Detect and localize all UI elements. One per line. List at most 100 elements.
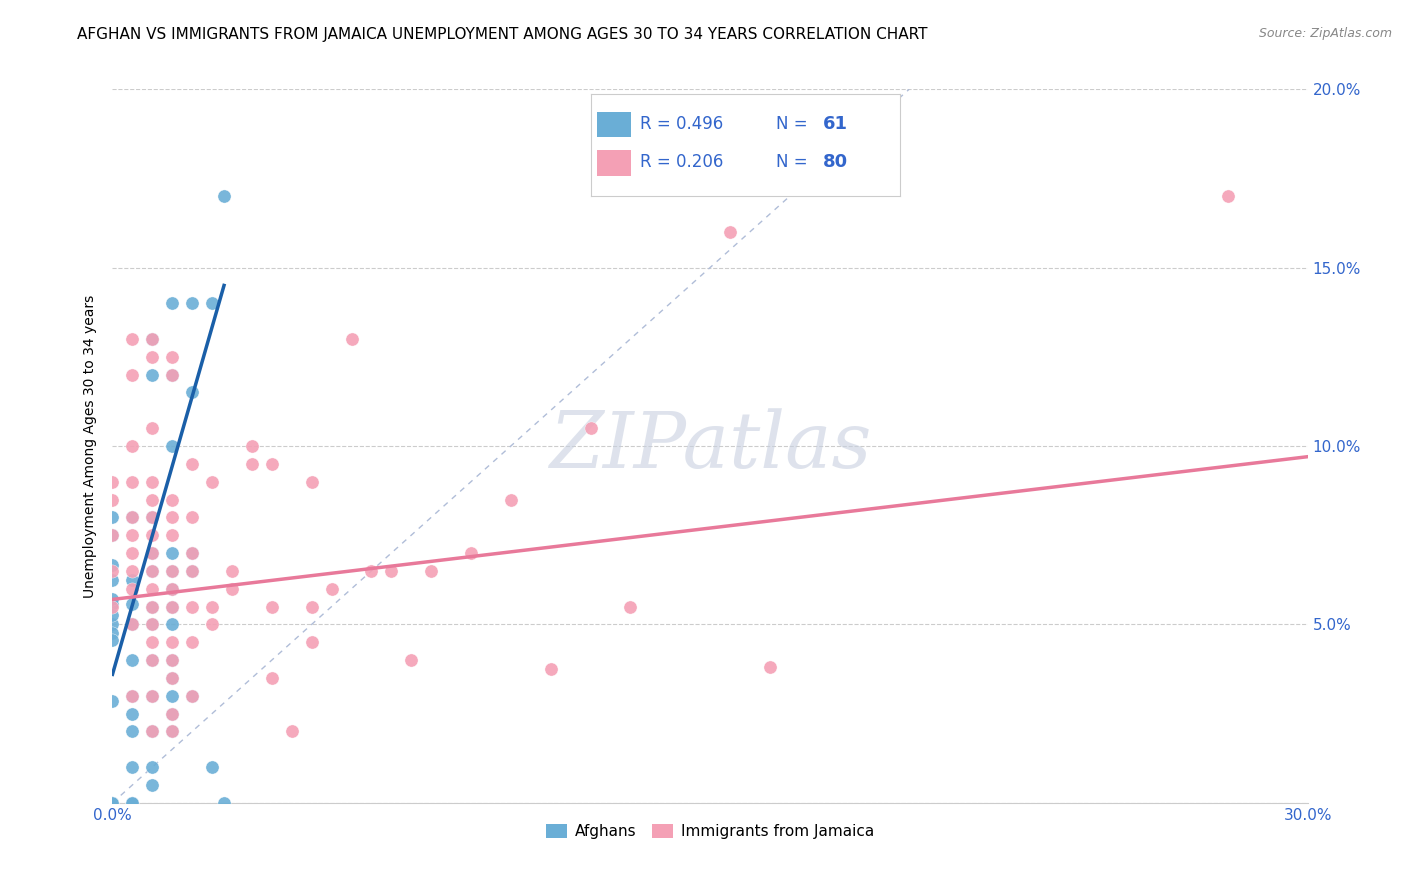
Point [141,635,163,649]
Point [162,653,183,667]
Point [162,689,183,703]
Point [101,617,124,632]
Point [162,492,183,507]
Point [101,492,124,507]
Point [121,475,143,489]
Point [101,694,124,708]
Point [141,599,163,614]
Point [121,706,143,721]
Point [101,475,124,489]
Point [101,796,124,810]
Point [121,796,143,810]
Point [162,724,183,739]
Point [121,653,143,667]
Point [101,796,124,810]
Text: R = 0.496: R = 0.496 [640,115,723,133]
Point [321,582,343,596]
Point [221,582,243,596]
Point [141,689,163,703]
Point [141,564,163,578]
Point [181,546,204,560]
Point [360,564,382,578]
Point [101,528,124,542]
Point [201,760,224,774]
Point [121,510,143,524]
Point [162,706,183,721]
Point [181,689,204,703]
Point [101,510,124,524]
Text: ZIPatlas: ZIPatlas [548,408,872,484]
Point [162,564,183,578]
Point [162,671,183,685]
FancyBboxPatch shape [596,150,631,176]
Point [101,573,124,587]
Point [240,457,263,471]
Point [121,689,143,703]
Point [121,332,143,346]
Point [401,653,423,667]
Point [121,564,143,578]
Point [162,582,183,596]
Point [141,510,163,524]
Point [162,296,183,310]
Point [121,760,143,774]
Point [121,546,143,560]
Point [141,332,163,346]
Point [181,296,204,310]
Text: 61: 61 [823,115,848,133]
Point [420,564,443,578]
Point [181,689,204,703]
Point [181,385,204,400]
Point [101,564,124,578]
Point [181,546,204,560]
Point [141,421,163,435]
Point [201,617,224,632]
Point [141,760,163,774]
Point [121,796,143,810]
Point [101,608,124,623]
Point [201,296,224,310]
Point [540,662,562,676]
Point [181,599,204,614]
Point [101,626,124,640]
Text: N =: N = [776,153,813,171]
Point [162,653,183,667]
Point [162,599,183,614]
Text: 80: 80 [823,153,848,171]
Point [162,350,183,364]
Point [121,617,143,632]
Point [141,492,163,507]
Text: R = 0.206: R = 0.206 [640,153,723,171]
Point [162,546,183,560]
Text: Source: ZipAtlas.com: Source: ZipAtlas.com [1258,27,1392,40]
Point [181,564,204,578]
Point [759,660,782,674]
Point [301,475,323,489]
Point [121,796,143,810]
Point [162,528,183,542]
Point [141,617,163,632]
Point [162,706,183,721]
Point [181,635,204,649]
Point [141,724,163,739]
Point [1216,189,1239,203]
Point [141,724,163,739]
Point [141,599,163,614]
Point [141,510,163,524]
Point [141,653,163,667]
Point [181,564,204,578]
Point [141,778,163,792]
Point [718,225,741,239]
Point [240,439,263,453]
Point [260,457,283,471]
Point [340,332,363,346]
Point [141,653,163,667]
Point [162,439,183,453]
Point [101,592,124,607]
Point [162,368,183,382]
Point [301,635,323,649]
Point [499,492,522,507]
Point [121,582,143,596]
Point [141,528,163,542]
Point [619,599,641,614]
